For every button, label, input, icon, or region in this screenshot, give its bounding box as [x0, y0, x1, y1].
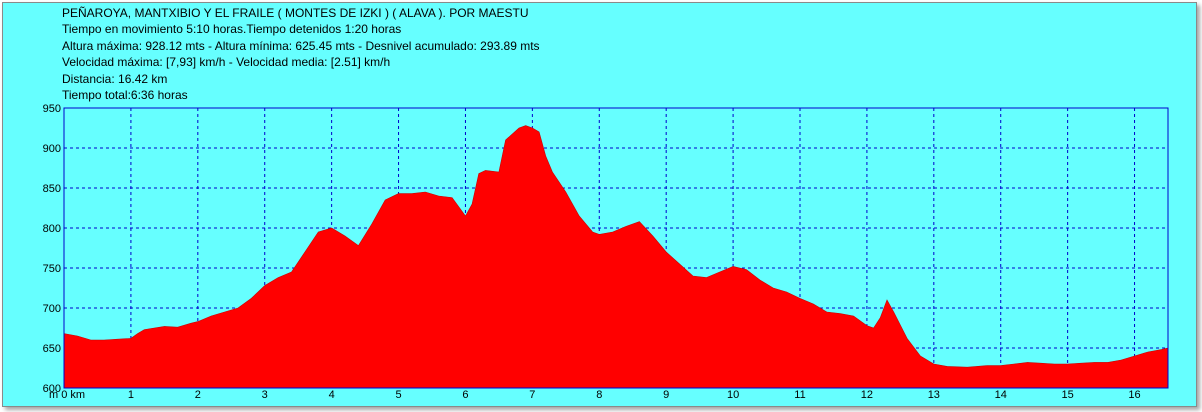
y-tick-label-750: 750 — [43, 263, 61, 275]
x-tick-label-13: 13 — [928, 389, 940, 401]
x-tick-label-1: 1 — [128, 389, 134, 401]
x-tick-label-11: 11 — [794, 389, 805, 401]
x-tick-label-16: 16 — [1128, 389, 1140, 401]
area-layer — [63, 125, 1169, 389]
x-tick-label-10: 10 — [727, 389, 739, 401]
y-tick-label-700: 700 — [43, 303, 61, 315]
total-time-line: Tiempo total:6:36 horas — [62, 88, 188, 103]
x-tick-label-9: 9 — [663, 389, 669, 401]
y-tick-label-650: 650 — [43, 343, 61, 355]
x-tick-label-5: 5 — [395, 389, 401, 401]
x-tick-label-8: 8 — [596, 389, 602, 401]
x-tick-label-14: 14 — [995, 389, 1007, 401]
chart-header: PEÑAROYA, MANTXIBIO Y EL FRAILE ( MONTES… — [62, 5, 540, 103]
plot-border — [63, 107, 1169, 389]
altitude-line: Altura máxima: 928.12 mts - Altura mínim… — [62, 38, 540, 53]
x-tick-label-12: 12 — [861, 389, 873, 401]
distance-line: Distancia: 16.42 km — [62, 71, 168, 86]
x-tick-label-3: 3 — [262, 389, 268, 401]
speed-line: Velocidad máxima: [7,93] km/h - Velocida… — [62, 55, 391, 70]
x-tick-label-6: 6 — [462, 389, 468, 401]
y-tick-label-800: 800 — [43, 223, 61, 235]
y-tick-label-900: 900 — [43, 143, 61, 155]
x-tick-label-4: 4 — [329, 389, 335, 401]
x-tick-label-15: 15 — [1062, 389, 1074, 401]
elevation-area — [63, 125, 1169, 389]
plot-frame-layer — [63, 107, 1169, 389]
x-origin-label: m 0 km — [49, 389, 85, 401]
x-tick-label-2: 2 — [195, 389, 201, 401]
x-tick-label-7: 7 — [529, 389, 535, 401]
y-tick-label-600: 600 — [43, 383, 61, 395]
moving-time-line: Tiempo en movimiento 5:10 horas.Tiempo d… — [62, 22, 402, 37]
route-title: PEÑAROYA, MANTXIBIO Y EL FRAILE ( MONTES… — [62, 6, 529, 20]
y-tick-label-950: 950 — [43, 103, 61, 115]
y-tick-label-850: 850 — [43, 183, 61, 195]
